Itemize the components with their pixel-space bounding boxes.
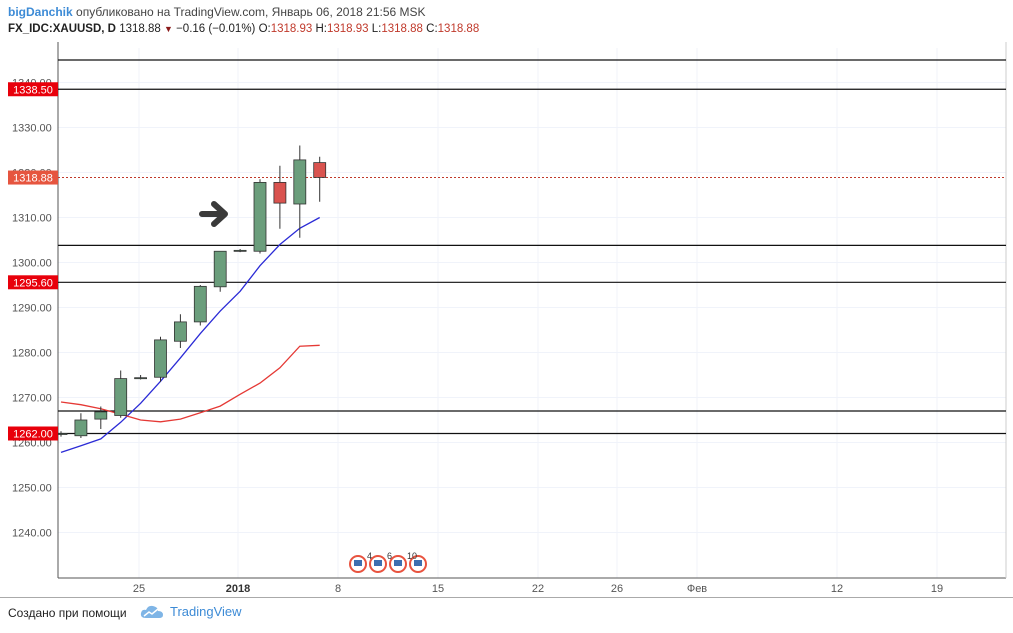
candle-body <box>293 159 307 205</box>
created-with-text: Создано при помощи <box>8 606 127 620</box>
y-tick-label: 1240.00 <box>12 528 52 540</box>
author-link[interactable]: bigDanchik <box>8 5 73 19</box>
candle-body <box>313 162 327 178</box>
candle-body <box>114 378 128 416</box>
close-label: C: <box>426 23 438 35</box>
price-chart[interactable]: 1240.001250.001260.001270.001280.001290.… <box>0 42 1013 598</box>
candle-body <box>233 249 247 252</box>
x-tick-label: 25 <box>133 583 145 595</box>
footer: Создано при помощи TradingView <box>0 598 1013 633</box>
x-tick-label: 15 <box>432 583 444 595</box>
x-tick-label: 26 <box>611 583 623 595</box>
x-tick-label: 12 <box>831 583 843 595</box>
candle-body <box>154 339 167 378</box>
event-count-label: 6 <box>387 551 392 561</box>
price-change: −0.16 (−0.01%) <box>176 23 256 35</box>
event-count-label: 4 <box>367 551 372 561</box>
y-tick-label: 1310.00 <box>12 213 52 225</box>
annotation-arrow-icon[interactable] <box>199 201 228 227</box>
event-flag-icon <box>394 560 402 566</box>
price-label-text: 1338.50 <box>13 84 53 96</box>
down-arrow-icon: ▼ <box>163 24 173 34</box>
ema-fast-line <box>60 216 321 454</box>
tradingview-brand: TradingView <box>170 604 242 619</box>
y-tick-label: 1270.00 <box>12 393 52 405</box>
y-tick-label: 1290.00 <box>12 303 52 315</box>
y-tick-label: 1300.00 <box>12 258 52 270</box>
price-label-box <box>8 170 58 185</box>
event-flag-icon <box>414 560 422 566</box>
price-label-text: 1295.60 <box>13 277 53 289</box>
low-value: 1318.88 <box>381 23 423 35</box>
tradingview-cloud-icon <box>140 605 163 618</box>
y-tick-label: 1280.00 <box>12 348 52 360</box>
candle-body <box>74 419 88 437</box>
x-tick-label: 8 <box>335 583 341 595</box>
candle-body <box>193 285 207 323</box>
low-label: L: <box>371 23 382 35</box>
y-tick-label: 1330.00 <box>12 123 52 135</box>
price-label-box <box>8 82 58 97</box>
price-label-box <box>8 426 58 441</box>
tradingview-link[interactable]: TradingView <box>140 604 242 619</box>
event-flag-icon <box>374 560 382 566</box>
candle-body <box>253 181 267 252</box>
event-flag-icon <box>354 560 362 566</box>
price-label-box <box>8 275 58 290</box>
high-value: 1318.93 <box>327 23 369 35</box>
candle-body <box>273 181 287 204</box>
x-tick-label: 2018 <box>226 583 250 595</box>
x-tick-label: 22 <box>532 583 544 595</box>
open-value: 1318.93 <box>270 23 313 35</box>
candle-body <box>173 321 187 342</box>
last-price: 1318.88 <box>119 23 161 35</box>
candle-body <box>94 411 108 420</box>
price-label-text: 1262.00 <box>13 429 53 441</box>
publication-info: bigDanchik опубликовано на TradingView.c… <box>8 5 426 19</box>
x-tick-label: 19 <box>931 583 943 595</box>
candle-body <box>134 377 148 380</box>
symbol-info: FX_IDC:XAUUSD, D 1318.88 ▼ −0.16 (−0.01%… <box>8 23 479 35</box>
high-label: H: <box>315 23 328 35</box>
candle-body <box>213 250 227 288</box>
event-count-label: 10 <box>407 551 417 561</box>
open-label: O: <box>258 23 271 35</box>
close-value: 1318.88 <box>437 23 480 35</box>
published-text: опубликовано на TradingView.com, Январь … <box>72 5 426 19</box>
x-tick-label: Фев <box>687 583 707 595</box>
ema-slow-line <box>60 344 320 423</box>
price-label-text: 1318.88 <box>13 173 53 185</box>
y-tick-label: 1250.00 <box>12 483 52 495</box>
symbol-name[interactable]: FX_IDC:XAUUSD, D <box>8 23 116 35</box>
chart-header: bigDanchik опубликовано на TradingView.c… <box>0 0 1013 44</box>
